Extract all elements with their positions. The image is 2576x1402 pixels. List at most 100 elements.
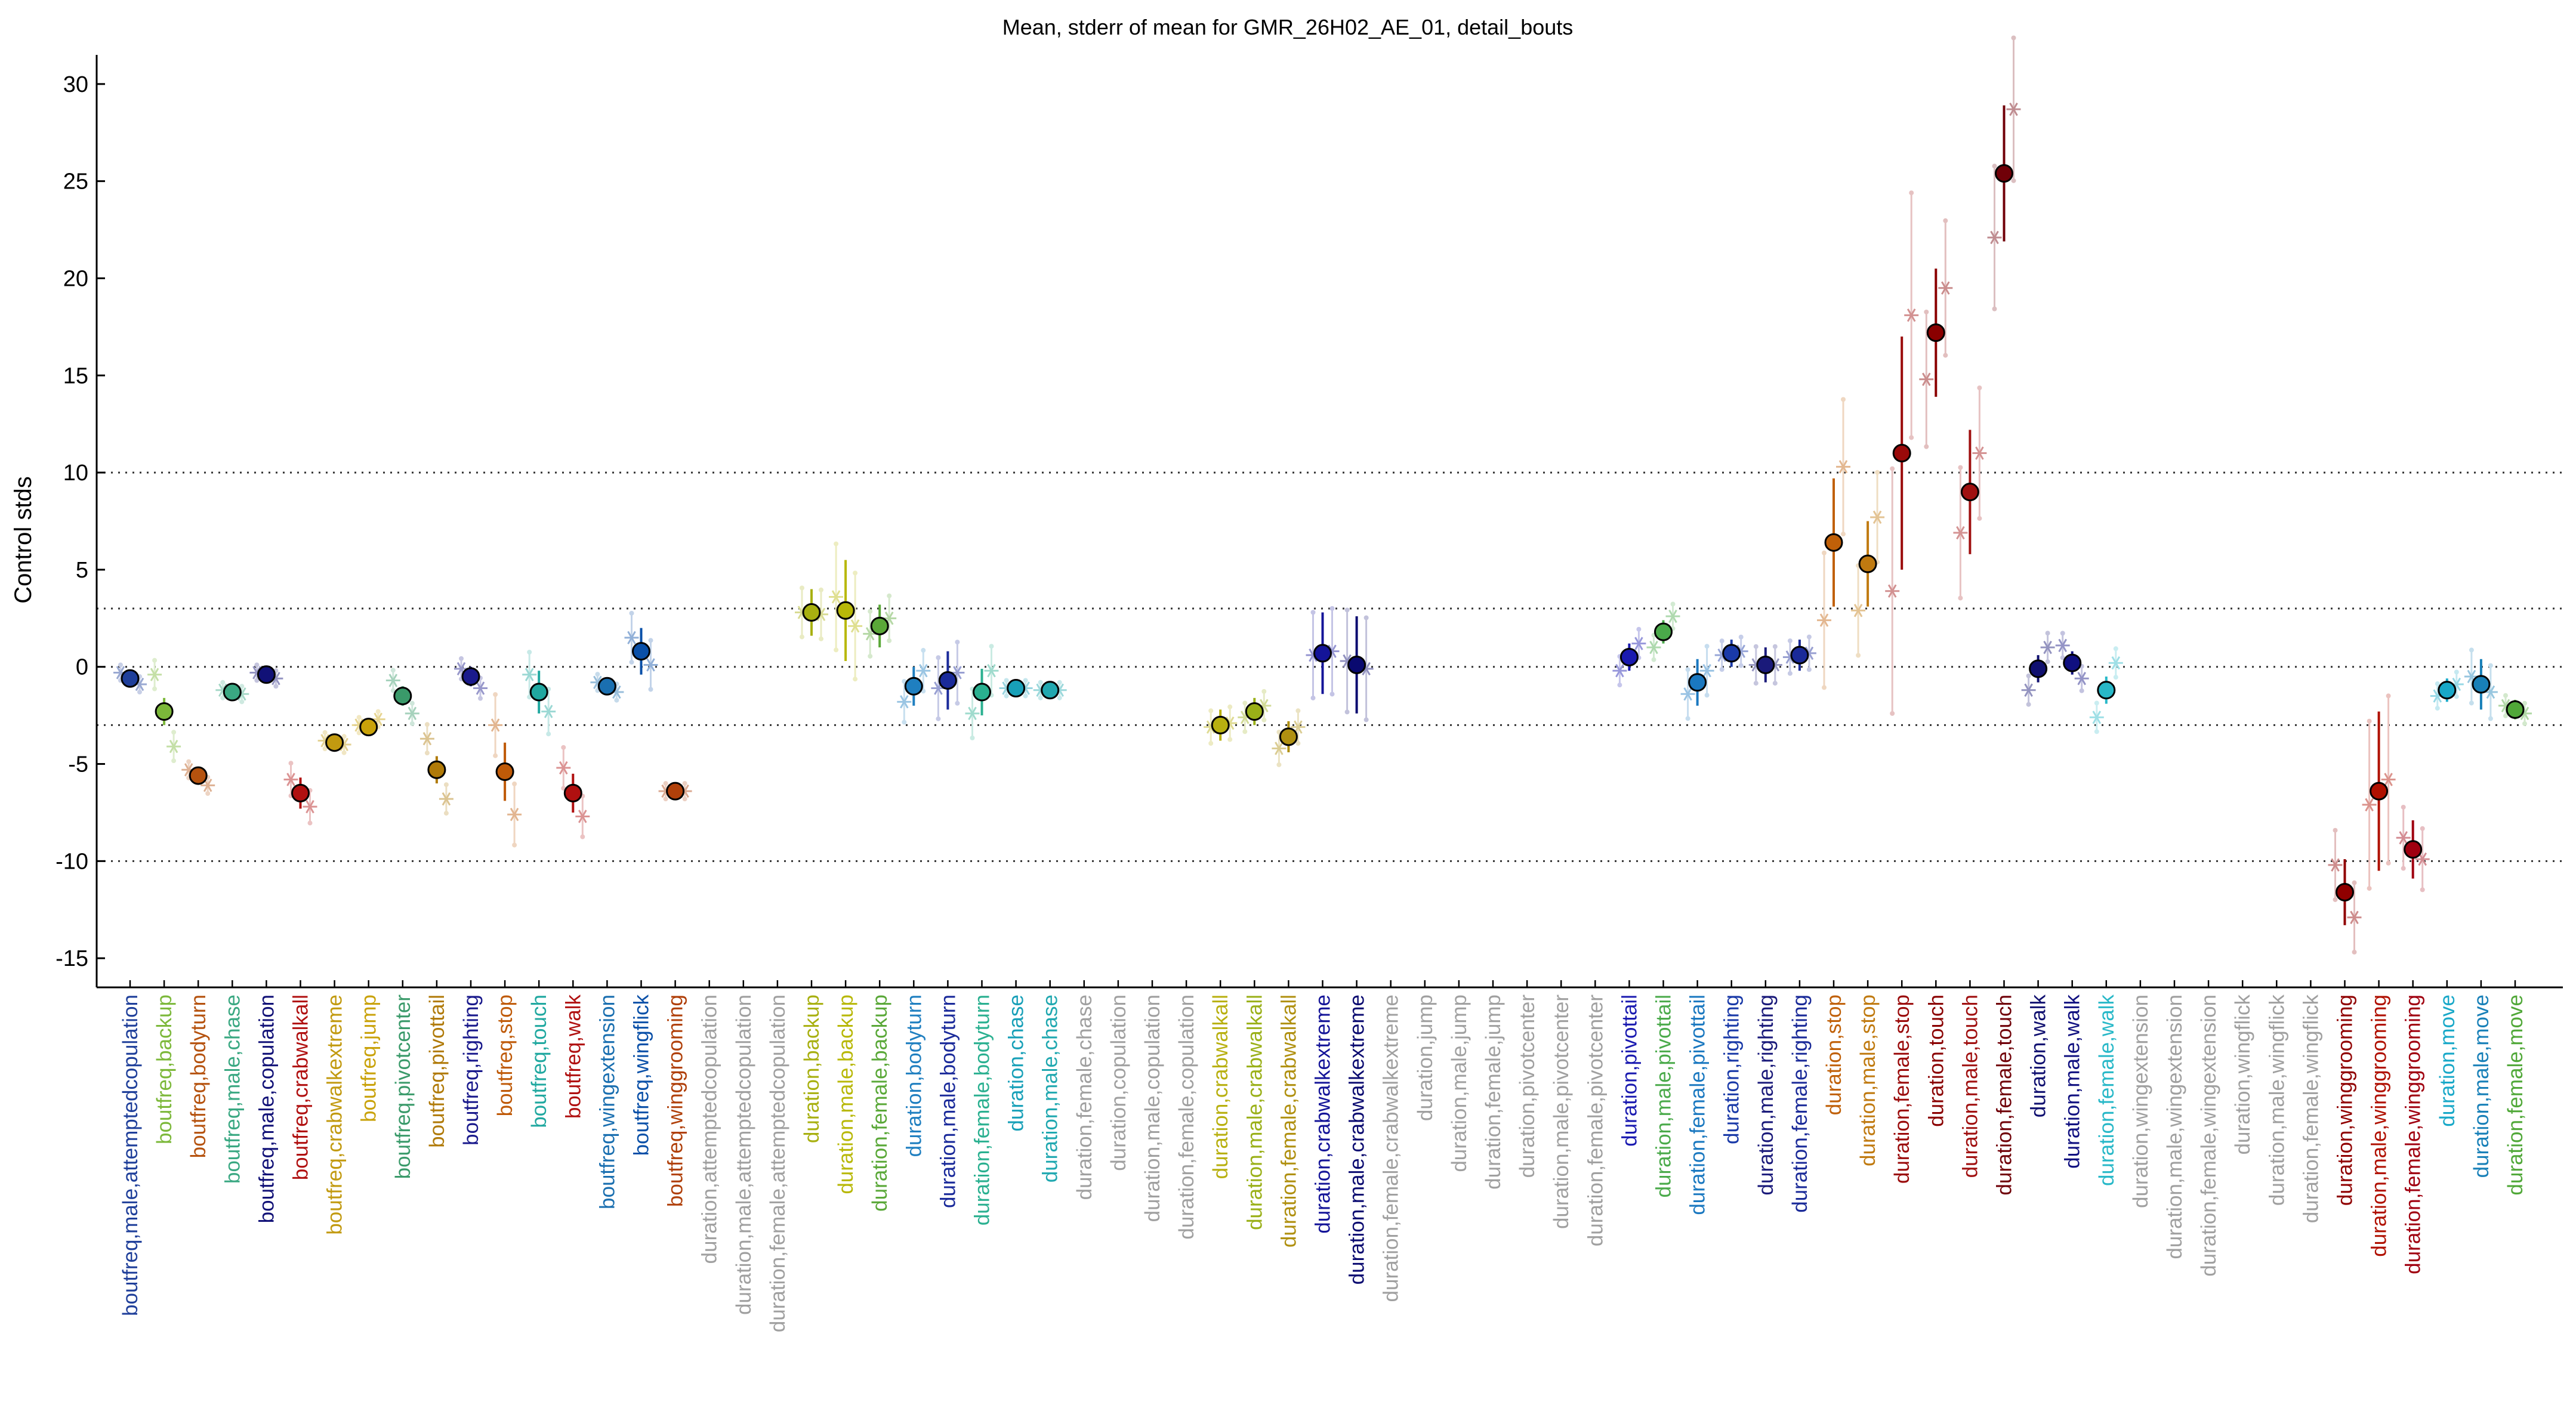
sub-errorbar-end [2401,804,2406,810]
mean-point [1824,533,1843,552]
x-tick-label: duration,female,copulation [1175,995,1198,1240]
sub-series-star [1612,664,1627,678]
x-tick-label: duration,female,pivotcenter [1584,995,1607,1247]
sub-errorbar-end [2026,702,2031,707]
sub-errorbar-end [682,796,687,802]
sub-errorbar-end [1738,634,1744,640]
sub-errorbar-end [1295,741,1301,746]
sub-errorbar-end [2011,178,2016,183]
mean-point [2029,659,2048,678]
sub-series-star [2074,672,2089,685]
sub-errorbar-end [1227,737,1233,742]
sub-errorbar-end [887,638,892,643]
x-tick-label: boutfreq,wingextension [596,995,619,1209]
sub-errorbar-end [936,655,941,660]
sub-errorbar-end [1057,695,1062,700]
mean-point [427,760,446,779]
sub-errorbar-end [1856,653,1861,658]
x-tick-label: boutfreq,backup [153,995,176,1144]
x-tick-label: boutfreq,male,copulation [255,995,278,1223]
mean-point [1041,681,1060,700]
sub-series-star [488,718,503,732]
sub-errorbar-end [1038,695,1043,700]
sub-errorbar-end [800,634,804,640]
data-marks [113,35,2532,955]
sub-series-star [984,664,999,678]
sub-errorbar-end [1261,717,1267,722]
sub-errorbar-end [970,735,975,740]
y-tick-label: -5 [68,752,88,777]
sub-errorbar-end [2026,673,2031,678]
x-tick-label: duration,female,righting [1788,995,1812,1213]
x-tick-label: duration,wingflick [2231,995,2254,1155]
x-tick-label: duration,male,stop [1856,995,1880,1166]
sub-errorbar-end [1909,435,1914,440]
sub-series-star [1680,687,1695,701]
x-tick-label: duration,pivotcenter [1516,995,1539,1178]
mean-point [529,683,548,702]
sub-series-star [1851,604,1866,617]
mean-point [973,683,991,702]
sub-errorbar-end [2079,688,2084,693]
category-labels: boutfreq,male,attemptedcopulation boutfre… [119,995,2527,1333]
sub-errorbar-end [459,656,464,661]
sub-errorbar-end [1310,610,1316,615]
sub-errorbar-end [648,687,653,692]
sub-errorbar-end [152,686,158,691]
sub-errorbar-end [1617,683,1622,688]
sub-errorbar-end [171,730,177,735]
sub-errorbar-end [2522,700,2527,706]
x-tick-label: duration,touch [1924,995,1948,1127]
sub-errorbar-end [1943,218,1948,223]
x-tick-label: duration,male,attemptedcopulation [732,995,755,1315]
sub-errorbar-end [512,842,517,848]
sub-errorbar-end [220,695,226,700]
sub-series-star [2328,858,2343,872]
sub-errorbar-end [1329,606,1335,611]
mean-point [938,671,957,690]
sub-errorbar-end [1992,163,1997,169]
sub-errorbar-end [853,677,858,682]
x-tick-label: duration,bodyturn [902,995,925,1157]
sub-errorbar-end [1719,638,1724,644]
sub-errorbar-end [1753,644,1759,649]
sub-errorbar-end [1363,615,1369,620]
sub-errorbar-end [1208,708,1214,714]
sub-errorbar-end [595,672,600,677]
sub-errorbar-end [1787,671,1793,676]
mean-point [1245,702,1264,721]
sub-series-star [1836,460,1850,474]
sub-errorbar-end [1924,444,1929,449]
y-tick-label: 5 [76,558,88,583]
sub-series-star [1272,742,1287,755]
sub-errorbar-end [2352,880,2357,885]
mean-point [2370,782,2389,801]
sub-errorbar-end [546,731,551,737]
sub-errorbar-end [341,750,347,755]
sub-series-star [1885,584,1900,598]
sub-errorbar-end [1787,638,1793,644]
x-tick-label: boutfreq,walk [562,995,585,1119]
sub-errorbar-end [137,690,142,695]
x-tick-label: boutfreq,righting [459,995,483,1145]
sub-errorbar-end [1753,681,1759,686]
sub-series-star [624,631,639,645]
sub-errorbar-end [629,610,634,616]
mean-point [359,718,378,737]
mean-point [802,603,821,622]
sub-errorbar-end [239,684,245,689]
x-tick-label: duration,female,jump [1482,995,1505,1190]
sub-errorbar-end [561,745,566,750]
x-tick-label: duration,female,crabwalkall [1277,995,1300,1247]
sub-errorbar-end [220,680,226,685]
sub-errorbar-end [1004,678,1009,683]
y-tick-label: 20 [63,266,88,291]
x-tick-label: duration,male,bodyturn [936,995,960,1208]
sub-errorbar-end [1023,693,1028,699]
sub-errorbar-end [834,647,839,653]
mean-point [1619,647,1639,666]
sub-errorbar-end [341,734,347,739]
sub-errorbar-end [921,648,926,653]
mean-point [2438,681,2457,700]
mean-point [1007,679,1026,698]
